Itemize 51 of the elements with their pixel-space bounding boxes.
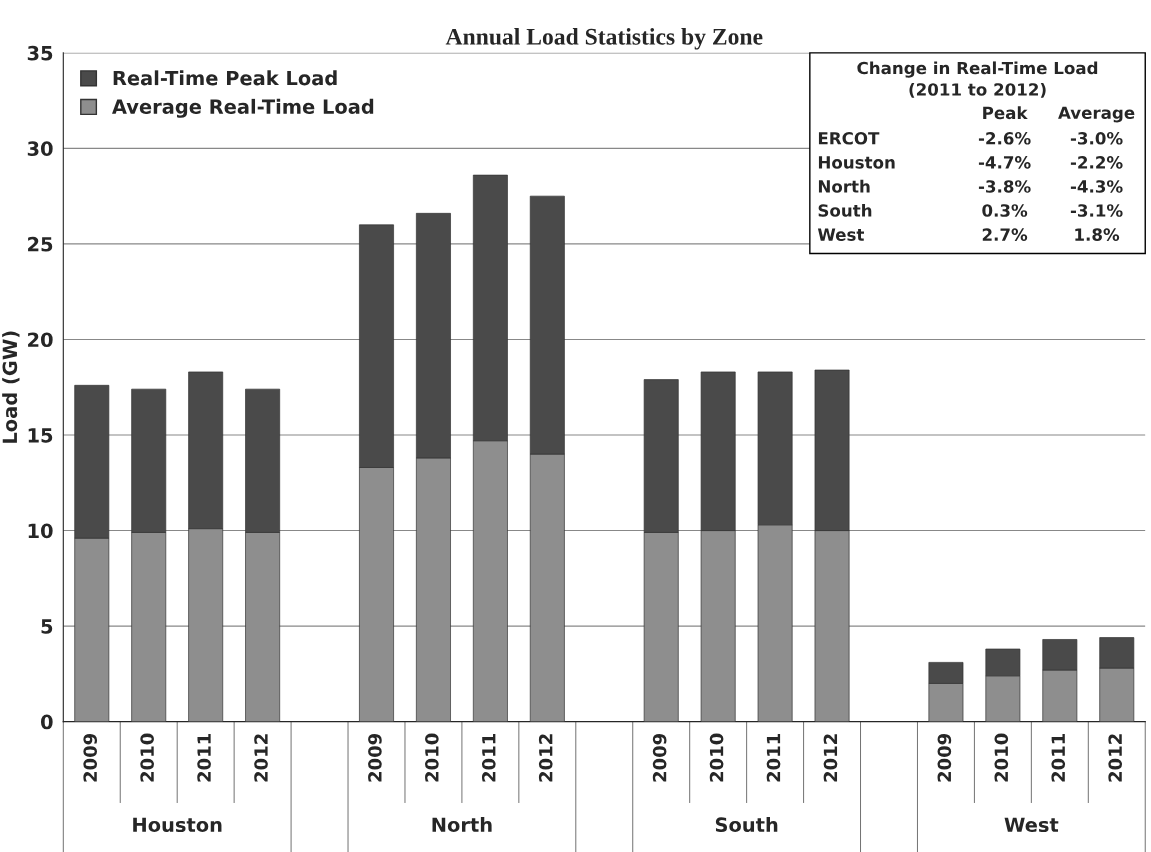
legend-label: Average Real-Time Load [112,98,374,118]
annotation: -2.2% [1070,156,1123,169]
annotation: -2.6% [978,132,1031,145]
y-tick-label: 35 [27,45,53,61]
x-tick-label: 2012 [823,734,838,782]
x-tick-label: 2009 [937,733,952,782]
text: Houston [133,817,222,833]
x-tick-label: 2011 [766,734,781,782]
annotation: 0.3% [982,204,1028,217]
annotation: -4.7% [978,156,1031,169]
y-tick-label: 0 [40,714,53,730]
x-tick-label: 2009 [83,733,98,782]
annotation: -3.0% [1070,132,1123,145]
x-tick-label: 2010 [994,733,1009,782]
y-tick-label: 15 [28,428,53,443]
annotation: West [817,228,865,241]
chart-title: Annual Load Statistics by Zone [445,28,763,50]
x-tick-label: 2010 [425,733,439,782]
annotation: South [818,203,872,217]
y-tick-label: 25 [28,236,53,252]
y-tick-label: 5 [41,619,53,634]
y-tick-label: 20 [28,332,53,348]
annotation: 1.8% [1075,228,1120,241]
x-tick-label: 2012 [1108,734,1123,782]
x-tick-label: 2010 [709,733,724,782]
annotation: Average [1058,106,1135,123]
annotation: -4.3% [1070,180,1123,193]
annotation: ERCOT [818,132,880,145]
annotation: Houston [818,156,895,169]
text: South [715,817,778,833]
x-tick-label: 2009 [652,733,667,782]
annotation: Change in Real-Time Load [857,61,1098,78]
annotation: North [818,179,870,193]
y-tick-label: 30 [27,141,53,157]
x-tick-label: 2011 [1051,734,1066,782]
x-tick-label: 2011 [481,734,496,782]
x-tick-label: 2012 [254,734,268,782]
x-tick-label: 2010 [140,733,154,782]
y-axis-title: Load (GW) [2,331,20,443]
annotation: 2.7% [982,228,1028,241]
annotation: -3.8% [978,180,1031,193]
x-tick-label: 2011 [197,734,211,782]
x-tick-label: 2012 [538,734,553,782]
text: North [432,817,492,833]
annotation: Peak [983,106,1028,120]
annotation: -3.1% [1070,204,1123,217]
x-tick-label: 2009 [368,733,382,782]
annotation: (2011 to 2012) [909,82,1046,98]
legend-label: Real-Time Peak Load [113,70,337,86]
y-tick-label: 10 [28,523,53,539]
text: West [1004,817,1059,833]
